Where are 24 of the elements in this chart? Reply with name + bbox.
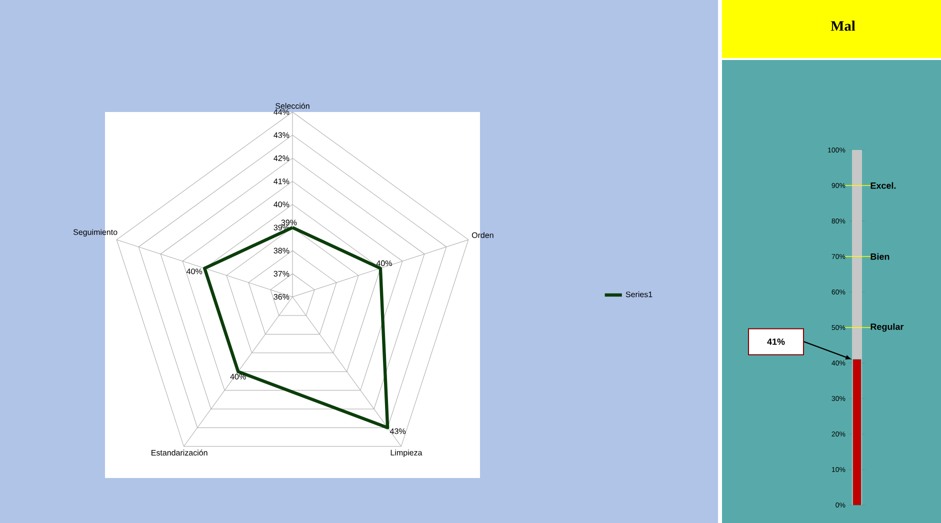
- y-tick-label: 36%: [274, 294, 290, 300]
- data-label: 40%: [230, 374, 246, 380]
- text: 41%: [767, 338, 785, 345]
- data-label: 39%: [281, 220, 297, 226]
- data-label: 40%: [376, 260, 392, 266]
- y-tick-label: 41%: [274, 178, 290, 184]
- data-label: 40%: [186, 268, 202, 274]
- data-label: 43%: [390, 428, 406, 434]
- spoke-label: Selección: [276, 102, 310, 109]
- y-tick-label: 40%: [274, 202, 290, 208]
- legend-label: Series1: [626, 291, 652, 298]
- y-tick-label: 43%: [274, 132, 290, 138]
- spoke-label: Orden: [472, 232, 494, 238]
- ref-line-label: Bien: [870, 253, 890, 260]
- y-tick-label: 37%: [274, 270, 290, 277]
- chart-title: Mal: [830, 20, 856, 31]
- spoke-label: Seguimiento: [73, 229, 118, 237]
- y-tick-label: 44%: [274, 109, 290, 115]
- ref-line-label: Excel.: [870, 182, 896, 189]
- spoke-label: Limpieza: [390, 450, 422, 458]
- spoke-label: Estandarización: [152, 450, 208, 456]
- y-tick-label: 38%: [274, 248, 290, 254]
- ref-line-label: Regular: [870, 323, 904, 332]
- y-tick-label: 42%: [274, 155, 290, 162]
